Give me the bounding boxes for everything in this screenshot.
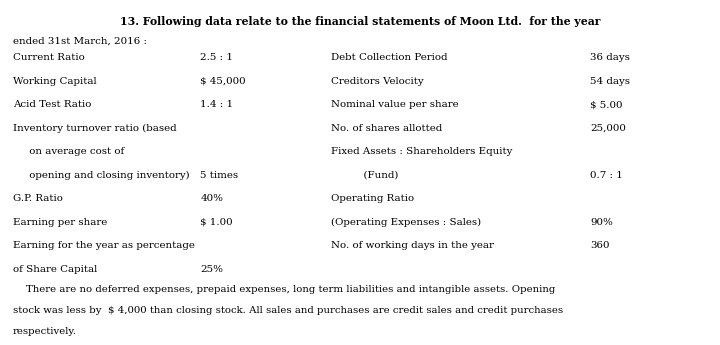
Text: Creditors Velocity: Creditors Velocity <box>331 77 424 86</box>
Text: (Operating Expenses : Sales): (Operating Expenses : Sales) <box>331 218 482 227</box>
Text: 36 days: 36 days <box>590 53 630 62</box>
Text: $ 1.00: $ 1.00 <box>200 218 233 227</box>
Text: 13. Following data relate to the financial statements of Moon Ltd.  for the year: 13. Following data relate to the financi… <box>120 16 600 27</box>
Text: 1.4 : 1: 1.4 : 1 <box>200 100 233 109</box>
Text: 90%: 90% <box>590 218 613 227</box>
Text: 25,000: 25,000 <box>590 124 626 133</box>
Text: (Fund): (Fund) <box>331 171 399 180</box>
Text: 40%: 40% <box>200 194 223 203</box>
Text: Acid Test Ratio: Acid Test Ratio <box>13 100 91 109</box>
Text: Working Capital: Working Capital <box>13 77 96 86</box>
Text: G.P. Ratio: G.P. Ratio <box>13 194 63 203</box>
Text: 2.5 : 1: 2.5 : 1 <box>200 53 233 62</box>
Text: opening and closing inventory): opening and closing inventory) <box>13 171 189 180</box>
Text: $ 5.00: $ 5.00 <box>590 100 623 109</box>
Text: Nominal value per share: Nominal value per share <box>331 100 459 109</box>
Text: of Share Capital: of Share Capital <box>13 265 97 274</box>
Text: stock was less by  $ 4,000 than closing stock. All sales and purchases are credi: stock was less by $ 4,000 than closing s… <box>13 306 563 315</box>
Text: No. of working days in the year: No. of working days in the year <box>331 241 494 250</box>
Text: respectively.: respectively. <box>13 327 77 336</box>
Text: $ 45,000: $ 45,000 <box>200 77 246 86</box>
Text: 54 days: 54 days <box>590 77 631 86</box>
Text: Fixed Assets : Shareholders Equity: Fixed Assets : Shareholders Equity <box>331 147 513 156</box>
Text: ended 31st March, 2016 :: ended 31st March, 2016 : <box>13 36 147 45</box>
Text: Earning per share: Earning per share <box>13 218 107 227</box>
Text: There are no deferred expenses, prepaid expenses, long term liabilities and inta: There are no deferred expenses, prepaid … <box>13 285 555 294</box>
Text: Earning for the year as percentage: Earning for the year as percentage <box>13 241 195 250</box>
Text: Operating Ratio: Operating Ratio <box>331 194 414 203</box>
Text: Debt Collection Period: Debt Collection Period <box>331 53 448 62</box>
Text: 0.7 : 1: 0.7 : 1 <box>590 171 624 180</box>
Text: 25%: 25% <box>200 265 223 274</box>
Text: on average cost of: on average cost of <box>13 147 125 156</box>
Text: Current Ratio: Current Ratio <box>13 53 85 62</box>
Text: 360: 360 <box>590 241 610 250</box>
Text: No. of shares allotted: No. of shares allotted <box>331 124 443 133</box>
Text: 5 times: 5 times <box>200 171 238 180</box>
Text: Inventory turnover ratio (based: Inventory turnover ratio (based <box>13 124 176 133</box>
